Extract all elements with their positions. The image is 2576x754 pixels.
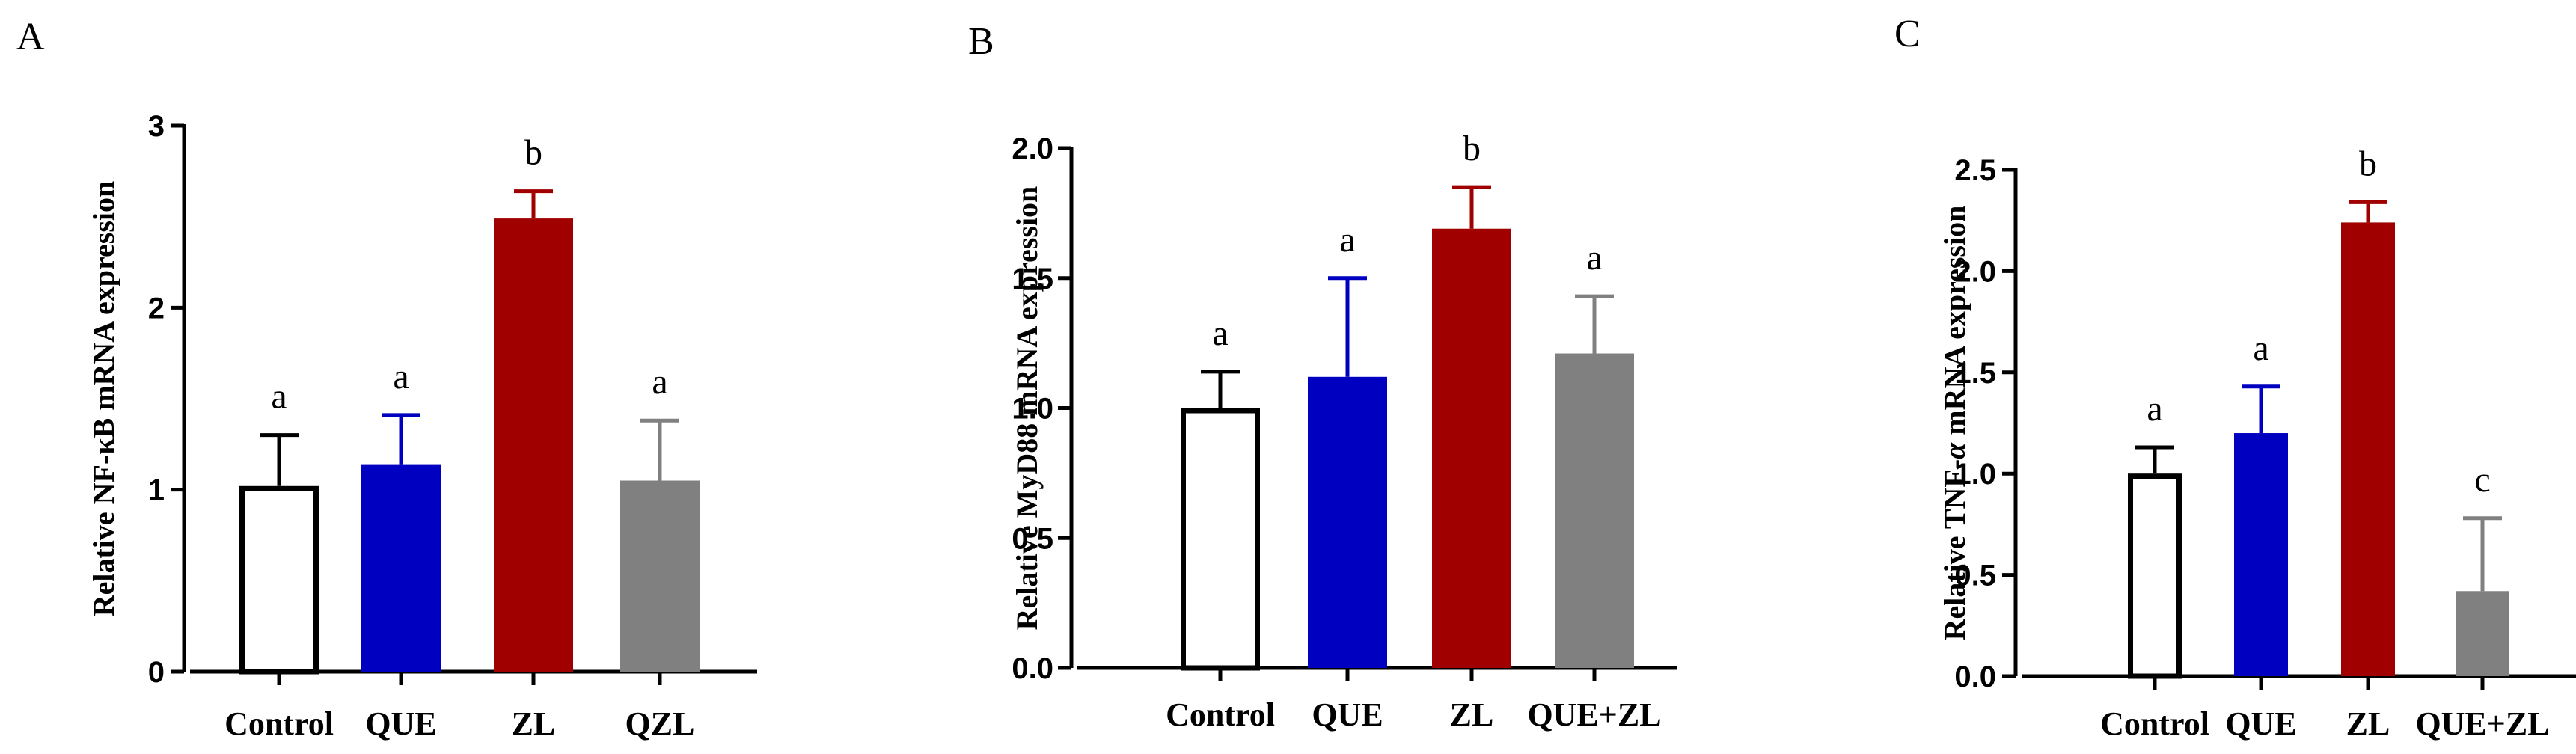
significance-label: a [1339, 220, 1355, 260]
significance-label: c [2474, 460, 2490, 500]
bar [1308, 376, 1387, 668]
y-tick-label: 2.5 [1954, 154, 1996, 187]
y-axis-label: Relative TNF-α mRNA expression [1938, 206, 1971, 641]
significance-label: a [393, 357, 409, 396]
y-axis-label-part: α [1938, 442, 1971, 459]
y-tick-label: 3 [148, 110, 165, 143]
category-label: QUE+ZL [2415, 705, 2549, 742]
category-label: QUE+ZL [1527, 696, 1661, 733]
category-label: QUE [1312, 696, 1383, 733]
bar [2456, 591, 2509, 676]
panel-c: C Relative TNF-α mRNA expression 0.0 0.5 1.0… [1894, 13, 2576, 742]
y-axis-label-part: mRNA expression [1938, 206, 1971, 443]
y-tick-label: 1.5 [1012, 263, 1053, 295]
category-label: QZL [625, 705, 695, 742]
y-axis-label-part: Relative TNF- [1938, 459, 1971, 641]
bar [620, 480, 700, 672]
panel-letter: B [968, 20, 994, 63]
panel-letter: A [16, 16, 45, 58]
y-tick-label: 2.0 [1954, 255, 1996, 288]
y-tick-label: 0.5 [1954, 560, 1996, 592]
significance-label: b [1463, 129, 1481, 168]
significance-label: a [2147, 389, 2162, 429]
significance-label: a [1212, 313, 1228, 353]
y-tick-label: 1 [148, 474, 165, 507]
y-tick-label: 0 [148, 656, 165, 689]
category-label: Control [2100, 705, 2209, 742]
category-label: Control [224, 705, 334, 742]
y-tick-label: 2 [148, 292, 165, 325]
bar [2341, 222, 2395, 677]
bar [1555, 353, 1634, 668]
y-axis-label-part: Relative MyD88 mRNA expression [1010, 186, 1044, 631]
y-axis-label-part: Relative NF-κB mRNA expression [87, 181, 120, 617]
bar [2128, 473, 2182, 679]
panel-a: A Relative NF-κB mRNA expression 0 1 2 3 Contr… [16, 16, 757, 742]
category-label: QUE [2225, 705, 2296, 742]
panel-b: B Relative MyD88 mRNA expression 0.0 0.5 1.0… [968, 20, 1677, 733]
y-axis-label: Relative MyD88 mRNA expression [1010, 186, 1044, 631]
y-tick-label: 0.0 [1954, 660, 1996, 693]
y-tick-label: 1.5 [1954, 357, 1996, 390]
significance-label: a [271, 377, 287, 417]
category-label: QUE [365, 705, 436, 742]
bar [239, 485, 319, 675]
panel-letter: C [1894, 13, 1921, 55]
category-label: ZL [1450, 696, 1494, 733]
bar [1181, 408, 1260, 671]
y-tick-label: 0.0 [1012, 652, 1053, 685]
significance-label: a [652, 362, 667, 402]
category-label: Control [1166, 696, 1275, 733]
bar [1432, 228, 1511, 669]
bar [361, 464, 441, 672]
bar [2234, 433, 2288, 676]
significance-label: a [1586, 238, 1602, 278]
significance-label: b [2359, 144, 2377, 183]
y-tick-label: 1.0 [1012, 393, 1053, 426]
significance-label: a [2253, 328, 2268, 368]
y-tick-label: 1.0 [1954, 458, 1996, 491]
y-tick-label: 2.0 [1012, 132, 1053, 165]
y-axis-label: Relative NF-κB mRNA expression [87, 181, 120, 617]
category-label: ZL [512, 705, 556, 742]
y-tick-label: 0.5 [1012, 522, 1053, 555]
category-label: ZL [2346, 705, 2390, 742]
bar [494, 218, 573, 672]
significance-label: b [524, 133, 542, 173]
